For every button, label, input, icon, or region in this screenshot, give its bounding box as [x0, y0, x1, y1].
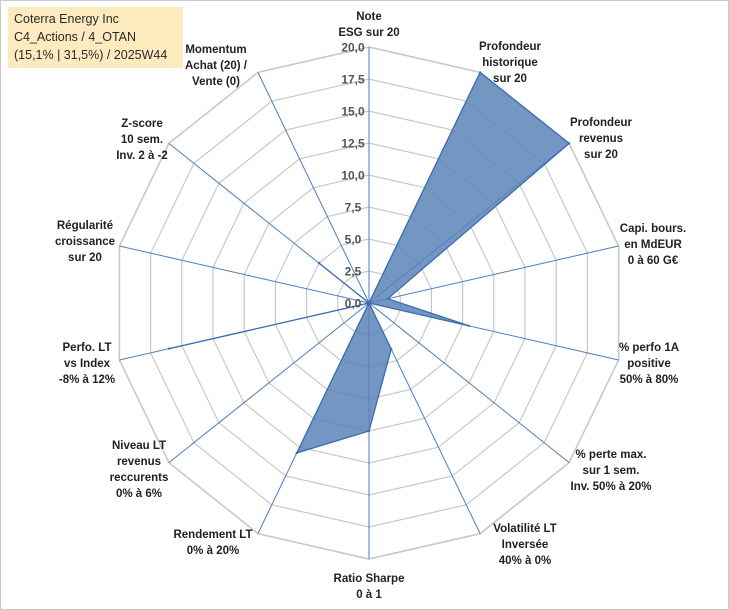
data-point — [390, 347, 393, 351]
data-point — [168, 347, 171, 350]
axis-spoke — [368, 245, 619, 304]
tick-label: 0,0 — [345, 297, 362, 311]
axis-spoke — [368, 302, 570, 463]
tick-label: 17,5 — [341, 73, 365, 87]
info-box: Coterra Energy Inc C4_Actions / 4_OTAN (… — [8, 7, 183, 68]
portfolio-name: C4_Actions / 4_OTAN — [14, 30, 137, 44]
axis-label: Profondeur revenus sur 20 — [570, 117, 632, 161]
data-point — [386, 297, 389, 300]
axis-label: % perfo 1A positive 50% à 80% — [619, 342, 679, 386]
axis-label: Profondeur historique sur 20 — [479, 41, 541, 85]
tick-label: 10,0 — [341, 169, 365, 183]
axis-label: Niveau LT revenus reccurents 0% à 6% — [110, 440, 169, 500]
tick-label: 15,0 — [341, 105, 365, 119]
data-point — [367, 429, 371, 433]
axis-label: Perfo. LT vs Index -8% à 12% — [59, 342, 115, 386]
radar-series — [168, 71, 571, 455]
axis-label: Rendement LT 0% à 20% — [173, 529, 252, 557]
axis-labels: Note ESG sur 20 Profondeur historique sur 20… — [55, 11, 686, 601]
axis-spoke — [119, 245, 370, 304]
data-point — [295, 451, 298, 455]
axis-label: Régularité croissance sur 20 — [55, 220, 115, 264]
tick-label: 5,0 — [345, 233, 362, 247]
data-point — [367, 301, 371, 305]
data-point — [478, 71, 482, 74]
tick-label: 2,5 — [345, 265, 362, 279]
axis-label: Ratio Sharpe 0 à 1 — [334, 573, 405, 601]
axis-label: Note ESG sur 20 — [338, 11, 399, 39]
axis-spoke — [168, 302, 370, 463]
axis-label: % perte max. sur 1 sem. Inv. 50% à 20% — [571, 449, 652, 493]
portfolio-stats: (15,1% | 31,5%) / 2025W44 — [14, 48, 168, 62]
tick-label: 20,0 — [341, 41, 365, 55]
axis-label: Volatilité LT Inversée 40% à 0% — [493, 523, 556, 567]
company-name: Coterra Energy Inc — [14, 12, 119, 26]
tick-label: 12,5 — [341, 137, 365, 151]
axis-label: Momentum Achat (20) / Vente (0) — [185, 44, 248, 88]
axis-spoke — [257, 72, 370, 304]
data-point — [317, 261, 321, 265]
axis-label: Capi. bours. en MdEUR 0 à 60 G€ — [620, 223, 686, 267]
radial-tick-labels: 0,0 2,5 5,0 7,5 10,0 12,5 15,0 17,5 20,0 — [341, 41, 365, 311]
axis-label: Z-score 10 sem. Inv. 2 à -2 — [116, 118, 168, 162]
series-area — [169, 71, 571, 454]
data-point — [467, 324, 470, 327]
data-point — [567, 142, 571, 145]
tick-label: 7,5 — [345, 201, 362, 215]
